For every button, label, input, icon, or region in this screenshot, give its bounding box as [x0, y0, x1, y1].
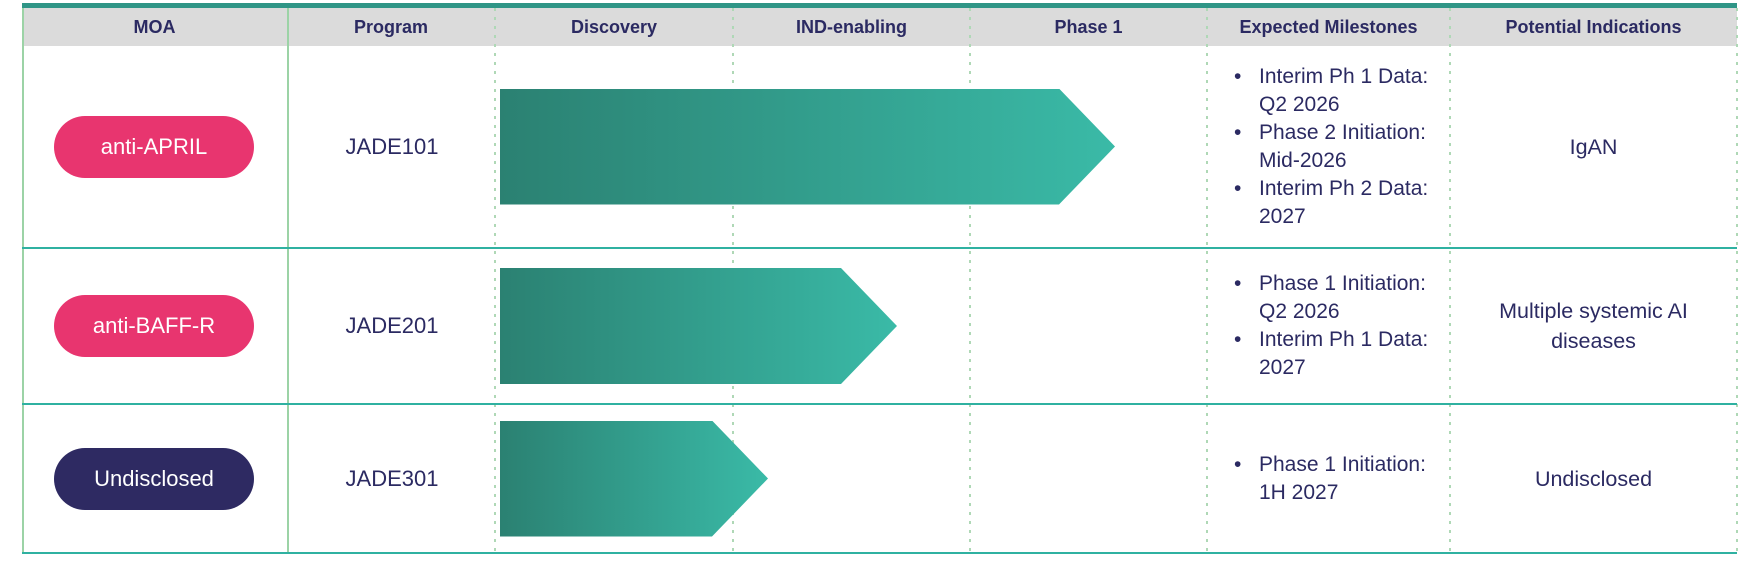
milestones-cell: • Phase 1 Initiation: Q2 2026 • Interim Ph … — [1234, 249, 1444, 403]
column-divider-ind-phase1 — [969, 8, 971, 554]
milestones-list: • Phase 1 Initiation: Q2 2026 • Interim Ph … — [1234, 270, 1444, 382]
table-top-border — [22, 3, 1737, 8]
column-divider-milestones-indications — [1449, 8, 1451, 554]
indication-label: IgAN — [1569, 134, 1618, 159]
row-divider-2 — [22, 403, 1737, 405]
program-label: JADE201 — [345, 313, 439, 338]
indication-label: Undisclosed — [1534, 466, 1653, 491]
table-header — [22, 8, 1737, 46]
bullet-icon: • — [1234, 64, 1242, 88]
milestone-text: Interim Ph 2 Data: 2027 — [1259, 176, 1429, 228]
milestones-cell: • Interim Ph 1 Data: Q2 2026 • Phase 2 Init… — [1234, 46, 1444, 247]
milestones-list: • Phase 1 Initiation: 1H 2027 — [1234, 451, 1444, 507]
column-divider-program-discovery — [494, 8, 496, 554]
program-label: JADE301 — [345, 465, 439, 491]
bullet-icon: • — [1234, 272, 1242, 295]
header-cell-potential-indications: Potential Indications — [1505, 17, 1682, 37]
milestones-list: • Interim Ph 1 Data: Q2 2026 • Phase 2 Init… — [1234, 63, 1444, 231]
moa-pill-label: anti-BAFF-R — [92, 313, 216, 338]
header-cell-expected-milestones: Expected Milestones — [1239, 17, 1418, 37]
milestones-cell: • Phase 1 Initiation: 1H 2027 — [1234, 405, 1444, 552]
milestone-text: Phase 2 Initiation: Mid-2026 — [1259, 120, 1426, 172]
milestone-text: Interim Ph 1 Data: 2027 — [1259, 328, 1429, 379]
moa-pill: anti-APRIL — [54, 115, 254, 178]
indication-label: Multiple systemic AI diseases — [1499, 299, 1688, 353]
milestone-text: Phase 1 Initiation: Q2 2026 — [1259, 272, 1426, 323]
pipeline-row-jade101: anti-APRIL JADE101 • Interim Ph 1 Data: Q… — [0, 46, 1740, 247]
header-cell-ind-enabling: IND-enabling — [796, 17, 907, 37]
column-divider-moa-program — [287, 8, 289, 554]
milestone-text: Phase 1 Initiation: 1H 2027 — [1259, 452, 1426, 504]
bullet-icon: • — [1234, 328, 1242, 351]
column-divider-phase1-milestones — [1206, 8, 1208, 554]
phase-arrow — [500, 268, 897, 384]
header-cell-program: Program — [353, 17, 429, 37]
header-cell-moa: MOA — [133, 17, 176, 37]
header-cell-phase-1: Phase 1 — [1054, 17, 1123, 37]
milestone-text: Interim Ph 1 Data: Q2 2026 — [1259, 64, 1429, 116]
pipeline-row-jade301: Undisclosed JADE301 • Phase 1 Initiation:… — [0, 405, 1740, 552]
moa-pill: anti-BAFF-R — [54, 295, 254, 357]
phase-arrow — [500, 421, 768, 537]
row-divider-bottom — [22, 552, 1737, 554]
row-divider-1 — [22, 247, 1737, 249]
phase-arrow — [500, 89, 1115, 205]
milestone-item: • Interim Ph 1 Data: 2027 — [1234, 326, 1444, 382]
milestone-item: • Phase 1 Initiation: Q2 2026 — [1234, 270, 1444, 326]
moa-pill: Undisclosed — [54, 447, 254, 510]
bullet-icon: • — [1234, 120, 1242, 144]
header-cell-discovery: Discovery — [570, 17, 658, 37]
column-divider-right-edge — [1736, 8, 1738, 554]
moa-pill-label: anti-APRIL — [100, 133, 208, 159]
milestone-item: • Interim Ph 1 Data: Q2 2026 — [1234, 63, 1444, 119]
program-label: JADE101 — [345, 133, 439, 159]
milestone-item: • Interim Ph 2 Data: 2027 — [1234, 175, 1444, 231]
bullet-icon: • — [1234, 176, 1242, 200]
milestone-item: • Phase 2 Initiation: Mid-2026 — [1234, 119, 1444, 175]
milestone-item: • Phase 1 Initiation: 1H 2027 — [1234, 451, 1444, 507]
column-divider-left-edge — [22, 8, 24, 554]
bullet-icon: • — [1234, 452, 1242, 476]
moa-pill-label: Undisclosed — [94, 465, 214, 491]
pipeline-row-jade201: anti-BAFF-R JADE201 • Phase 1 Initiation:… — [0, 249, 1740, 403]
